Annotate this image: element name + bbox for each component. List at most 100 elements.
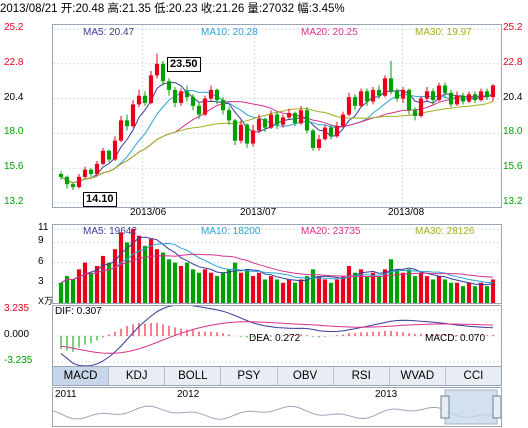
- candle-body: [346, 97, 352, 115]
- volume-bar: [442, 279, 448, 303]
- volume-bar: [310, 269, 316, 303]
- volume-bar: [238, 272, 244, 303]
- candle-body: [172, 89, 178, 103]
- volume-bar: [70, 279, 76, 303]
- price-y-tick-left: 13.2: [4, 196, 24, 207]
- candle-body: [274, 114, 280, 125]
- volume-chart-svg: [53, 228, 501, 303]
- volume-bar: [316, 276, 322, 303]
- candle-body: [370, 89, 376, 102]
- volume-bar: [262, 279, 268, 303]
- price-ma20-line: [60, 95, 494, 184]
- candle-body: [334, 126, 340, 137]
- x-tick-aug: 2013/08: [388, 207, 425, 218]
- candle-body: [124, 120, 130, 127]
- price-ma30: MA30: 19.97: [415, 27, 472, 38]
- volume-chart[interactable]: MA5: 19642 MA10: 18200 MA20: 23735 MA30:…: [52, 224, 502, 304]
- volume-bar: [376, 276, 382, 303]
- volume-bar: [160, 252, 166, 303]
- candle-body: [358, 91, 364, 106]
- volume-bar: [274, 279, 280, 303]
- tab-macd[interactable]: MACD: [53, 367, 110, 385]
- high-price-badge: 23.50: [167, 57, 201, 72]
- volume-bar: [394, 269, 400, 303]
- timeline-label-2011: 2011: [55, 389, 77, 400]
- volume-bar: [172, 262, 178, 303]
- candle-body: [490, 85, 496, 98]
- candle-body: [250, 130, 256, 144]
- macd-value: MACD: 0.070: [425, 333, 486, 344]
- candle-body: [136, 95, 142, 105]
- candle-body: [448, 92, 454, 105]
- timeline-navigator[interactable]: 2011 2012 2013: [52, 387, 502, 427]
- macd-chart[interactable]: DIF: 0.307 DEA: 0.272 MACD: 0.070: [52, 305, 502, 367]
- candle-body: [286, 113, 292, 118]
- candle-body: [70, 184, 76, 188]
- candle-body: [424, 91, 430, 99]
- volume-ma5-line: [60, 236, 494, 286]
- volume-ma20-line: [60, 253, 494, 284]
- volume-bar: [460, 286, 466, 303]
- tab-rsi[interactable]: RSI: [334, 367, 390, 385]
- candle-body: [262, 118, 268, 128]
- volume-y-tick: 6: [38, 255, 44, 267]
- volume-bar: [82, 262, 88, 303]
- volume-bar: [250, 276, 256, 303]
- volume-bar: [298, 279, 304, 303]
- volume-bar: [346, 266, 352, 303]
- candle-body: [178, 91, 184, 103]
- volume-bar: [292, 282, 298, 303]
- candle-body: [304, 110, 310, 131]
- price-chart[interactable]: MA5: 20.47 MA10: 20.28 MA20: 20.25 MA30:…: [52, 24, 502, 208]
- volume-bar: [58, 282, 64, 303]
- candle-body: [382, 78, 388, 96]
- price-chart-svg: [53, 25, 501, 207]
- price-y-tick-left: 20.4: [4, 91, 24, 103]
- timeline-left-handle: [440, 395, 450, 419]
- candle-body: [292, 113, 298, 124]
- tab-obv[interactable]: OBV: [278, 367, 334, 385]
- price-y-tick-right: 18.0: [503, 126, 523, 138]
- candle-body: [214, 89, 220, 101]
- timeline-svg: [53, 389, 501, 425]
- vol-ma30: MA30: 28126: [415, 226, 475, 237]
- tab-cci[interactable]: CCI: [463, 370, 484, 382]
- volume-bar: [304, 276, 310, 303]
- volume-bar: [478, 282, 484, 303]
- volume-bar: [100, 255, 106, 303]
- volume-y-tick: 3: [38, 275, 44, 287]
- volume-bar: [268, 276, 274, 303]
- tab-psy[interactable]: PSY: [221, 367, 278, 385]
- candle-body: [166, 81, 172, 90]
- candle-body: [484, 91, 490, 98]
- candle-body: [322, 127, 328, 140]
- price-y-tick-right: 15.6: [503, 161, 523, 173]
- macd-y-tick: 0.000: [4, 329, 30, 340]
- candle-body: [118, 120, 124, 141]
- candle-body: [400, 89, 406, 99]
- timeline-right-handle: [492, 395, 501, 419]
- volume-bar: [358, 269, 364, 303]
- volume-bar: [406, 269, 412, 303]
- candle-body: [298, 110, 304, 124]
- candle-body: [58, 174, 64, 177]
- timeline-label-2012: 2012: [177, 389, 200, 400]
- volume-bar: [340, 276, 346, 303]
- candle-body: [142, 95, 148, 103]
- tab-wvad[interactable]: WVAD: [390, 367, 446, 385]
- volume-bar: [130, 229, 136, 303]
- candle-body: [466, 94, 472, 102]
- volume-bar: [232, 262, 238, 303]
- volume-bar: [334, 279, 340, 303]
- candle-body: [88, 169, 94, 174]
- volume-bar: [418, 272, 424, 303]
- candle-body: [352, 97, 358, 106]
- volume-bar: [208, 272, 214, 303]
- volume-bar: [256, 272, 262, 303]
- volume-bar: [388, 259, 394, 303]
- candle-body: [238, 124, 244, 141]
- tab-boll[interactable]: BOLL: [165, 367, 222, 385]
- tab-kdj[interactable]: KDJ: [109, 367, 166, 385]
- candle-body: [106, 150, 112, 160]
- volume-bar: [370, 272, 376, 303]
